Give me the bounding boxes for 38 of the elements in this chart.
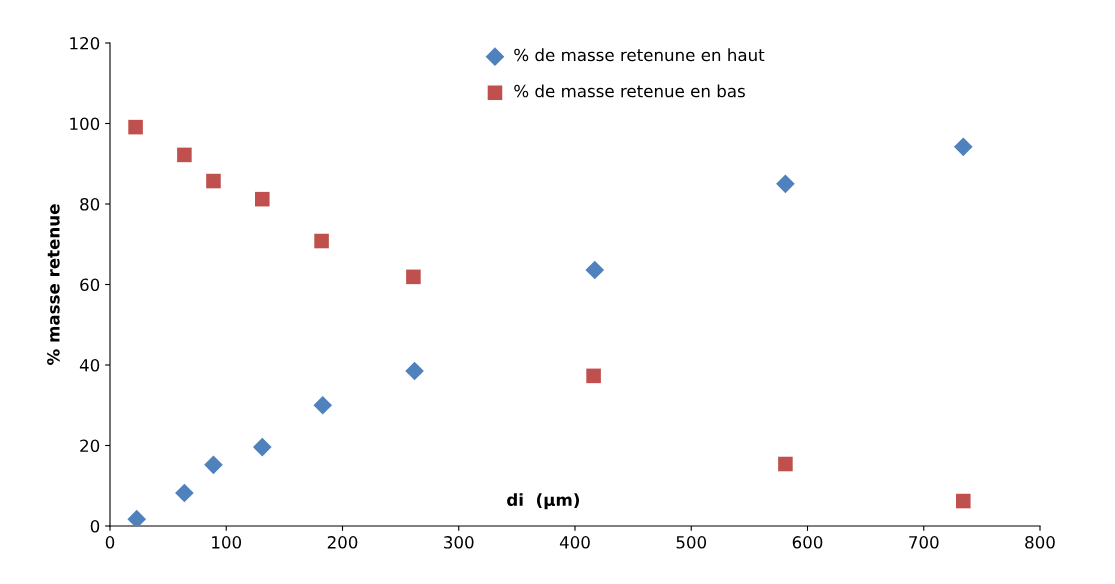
point [406, 269, 421, 285]
x-tick-label: 400 [559, 536, 590, 549]
y-tick-label: 40 [79, 358, 100, 372]
x-tick-label: 300 [444, 536, 474, 549]
point [955, 493, 971, 509]
point [776, 174, 795, 194]
x-tick-label: 600 [792, 536, 823, 549]
point [314, 233, 329, 249]
point [127, 509, 147, 526]
x-tick-label: 500 [676, 536, 707, 549]
point [177, 147, 192, 163]
y-tick-label: 60 [80, 278, 100, 292]
y-tick-label: 80 [80, 197, 100, 211]
y-tick-label: 20 [80, 439, 100, 453]
point [778, 456, 793, 472]
point [405, 361, 424, 381]
point [586, 368, 601, 384]
y-axis-title: % masse retenue [47, 204, 60, 365]
legend-label: % de masse retenune en haut [514, 48, 765, 62]
point [204, 455, 223, 475]
point [585, 260, 605, 280]
x-tick-label: 200 [327, 536, 358, 549]
x-tick-label: 700 [909, 536, 939, 549]
point [175, 483, 194, 503]
x-tick-label: 0 [105, 536, 115, 549]
x-tick-label: 100 [212, 536, 242, 549]
legend-label: % de masse retenue en bas [514, 84, 745, 98]
y-tick-label: 100 [70, 117, 100, 131]
y-tick-label: 120 [70, 36, 100, 50]
point [206, 173, 221, 189]
y-tick-label: 0 [90, 519, 100, 533]
point [255, 191, 270, 207]
x-axis-title: di (µm) [507, 493, 579, 510]
point [252, 437, 272, 457]
x-tick-label: 800 [1025, 536, 1055, 549]
point [128, 119, 143, 135]
point [313, 395, 333, 415]
point [953, 137, 973, 157]
